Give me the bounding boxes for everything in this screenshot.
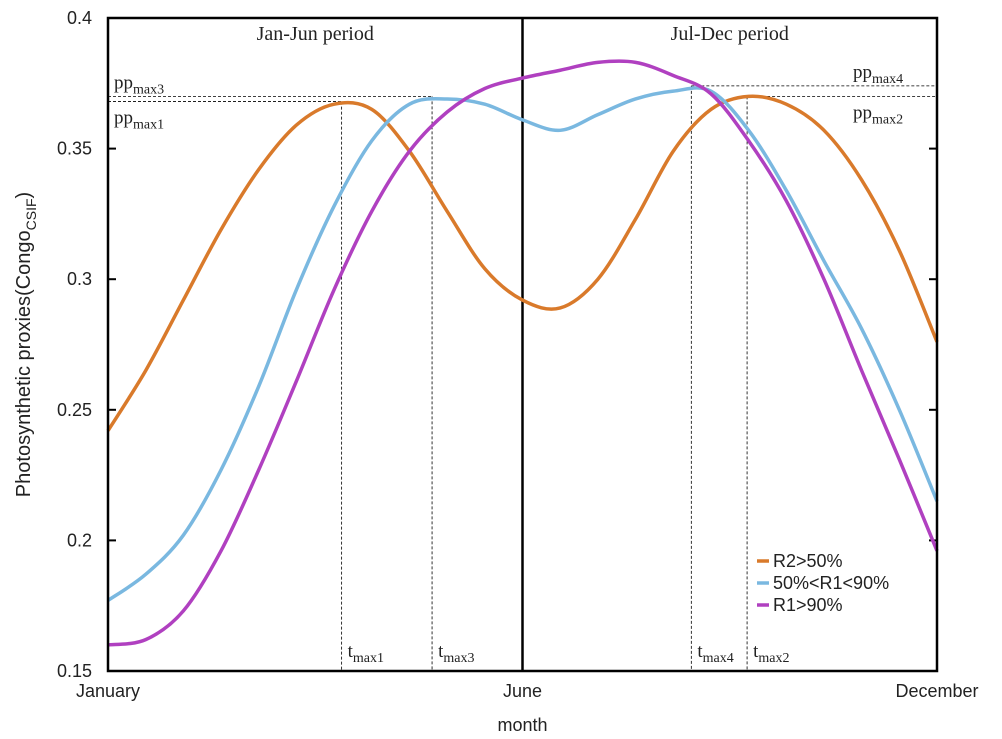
pp-text: pp bbox=[853, 62, 872, 83]
y-tick-label: 0.15 bbox=[57, 661, 92, 681]
y-axis-label: Photosynthetic proxies(CongoCSIF) bbox=[13, 192, 39, 497]
tmax-sub: max2 bbox=[758, 651, 789, 666]
y-tick-label: 0.2 bbox=[67, 530, 92, 550]
y-axis-label-sub: CSIF bbox=[23, 198, 39, 230]
y-tick-label: 0.25 bbox=[57, 400, 92, 420]
tmax-sub: max4 bbox=[703, 651, 734, 666]
pp-text: pp bbox=[114, 72, 133, 93]
legend-label: 50%<R1<90% bbox=[773, 573, 889, 593]
tmax-label: tmax1 bbox=[348, 641, 384, 666]
pp-label: ppmax1 bbox=[114, 108, 164, 133]
pp-sub: max4 bbox=[872, 72, 903, 87]
x-axis-label: month bbox=[497, 715, 547, 735]
tmax-sub: max1 bbox=[353, 651, 384, 666]
x-tick-label: January bbox=[76, 681, 140, 701]
pp-label: ppmax4 bbox=[853, 62, 903, 87]
x-tick-label: December bbox=[895, 681, 978, 701]
series-line bbox=[106, 94, 939, 432]
series-line bbox=[107, 86, 939, 602]
y-axis-label-main: Photosynthetic proxies(Congo bbox=[13, 230, 35, 497]
legend-label: R2>50% bbox=[773, 551, 843, 571]
pp-text: pp bbox=[114, 108, 133, 129]
y-tick-label: 0.3 bbox=[67, 269, 92, 289]
tmax-text: t bbox=[438, 641, 444, 662]
period-label: Jul-Dec period bbox=[671, 23, 789, 45]
tmax-label: tmax3 bbox=[438, 641, 474, 666]
pp-label: ppmax2 bbox=[853, 102, 903, 127]
y-tick-label: 0.4 bbox=[67, 8, 92, 28]
pp-label: ppmax3 bbox=[114, 72, 164, 97]
y-axis-label-end: ) bbox=[13, 192, 35, 199]
tmax-text: t bbox=[348, 641, 354, 662]
legend-label: R1>90% bbox=[773, 595, 843, 615]
y-tick-label: 0.35 bbox=[57, 139, 92, 159]
tmax-label: tmax2 bbox=[753, 641, 789, 666]
pp-text: pp bbox=[853, 102, 872, 123]
tmax-label: tmax4 bbox=[697, 641, 733, 666]
period-label: Jan-Jun period bbox=[257, 23, 374, 45]
tmax-text: t bbox=[753, 641, 759, 662]
series-line bbox=[107, 59, 939, 647]
plot-frame bbox=[106, 16, 939, 673]
pp-sub: max1 bbox=[133, 118, 164, 133]
pp-sub: max2 bbox=[872, 112, 903, 127]
tmax-text: t bbox=[697, 641, 703, 662]
x-tick-label: June bbox=[503, 681, 542, 701]
pp-sub: max3 bbox=[133, 82, 164, 97]
tmax-sub: max3 bbox=[443, 651, 474, 666]
